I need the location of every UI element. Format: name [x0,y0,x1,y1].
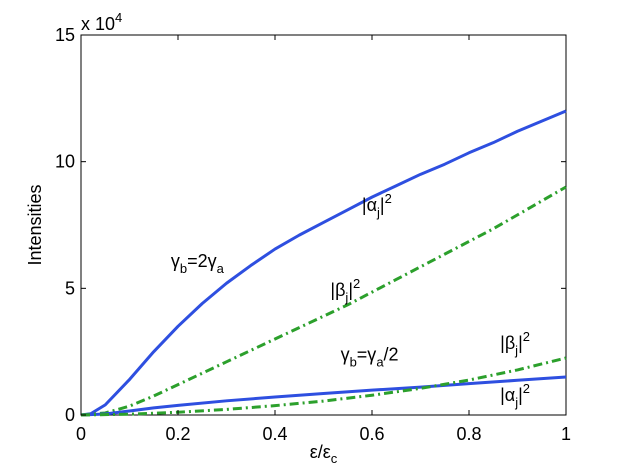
series-line-4 [80,356,567,417]
y-multiplier-base: x 10 [81,14,115,34]
annotation-gamma-upper: γb=2γa [171,251,225,276]
x-tick-label: 0.8 [456,424,481,444]
x-axis-title-sub: c [331,451,338,466]
plot-area [80,34,567,416]
y-axis-title: Intensities [25,184,45,265]
x-tick-label: 0.6 [359,424,384,444]
series-line-2 [80,185,567,417]
annotation-alpha-upper: |αj|2 [362,191,392,220]
x-tick-label: 1 [561,424,571,444]
y-multiplier-exp: 4 [115,10,122,25]
annotation-beta-lower: |βj|2 [500,329,530,358]
annotation-alpha-lower: |αj|2 [500,381,530,410]
x-axis-title: ε/εc [310,442,338,466]
y-tick-label: 5 [65,278,75,298]
x-tick-label: 0 [76,424,86,444]
y-tick-label: 15 [55,25,75,45]
x-tick-label: 0.4 [262,424,287,444]
annotation-gamma-lower: γb=γa/2 [341,345,399,370]
annotation-beta-upper: |βj|2 [330,276,360,305]
y-tick-label: 10 [55,152,75,172]
x-axis-title-main: ε/ε [310,442,331,462]
series-layer [80,109,567,417]
series-line-1 [80,109,567,417]
y-tick-label: 0 [65,405,75,425]
series-line-3 [80,375,567,417]
y-multiplier: x 104 [81,10,122,34]
annotation-layer: |αj|2 γb=2γa |βj|2 γb=γa/2 |βj|2 |αj|2 [171,191,530,410]
x-tick-label: 0.2 [165,424,190,444]
